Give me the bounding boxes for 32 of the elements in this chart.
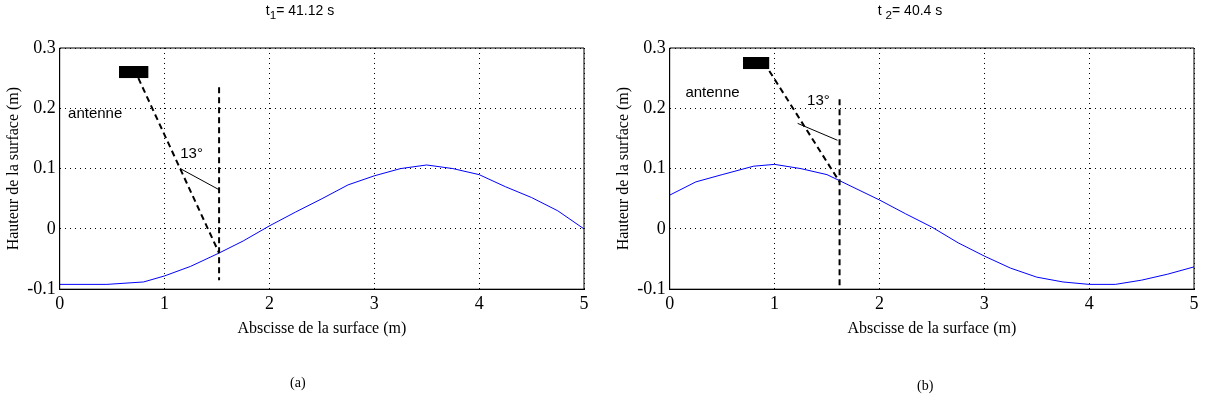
y-tick-label: 0 [656, 217, 666, 238]
y-tick-label: 0.3 [33, 36, 56, 57]
x-tick-label: 5 [1189, 292, 1199, 313]
y-tick-label: 0.1 [33, 157, 56, 178]
annotation: 13° [180, 143, 203, 161]
y-tick-label: -0.1 [637, 277, 666, 298]
x-tick-label: 2 [264, 292, 274, 313]
x-tick-label: 5 [579, 292, 589, 313]
x-tick-label: 3 [369, 292, 379, 313]
y-tick-label: 0 [46, 217, 56, 238]
y-tick-label: 0.1 [643, 157, 666, 178]
annotation: antenne [685, 83, 740, 101]
x-tick-label: 1 [160, 292, 170, 313]
x-tick-label: 1 [770, 292, 780, 313]
x-axis-title: Abscisse de la surface (m) [237, 318, 407, 337]
x-tick-label: 4 [474, 292, 484, 313]
x-axis-title: Abscisse de la surface (m) [847, 318, 1017, 337]
text: (a) [290, 375, 306, 391]
y-tick-label: 0.2 [643, 97, 666, 118]
annotation: antenne [68, 104, 123, 122]
annotation: 13° [807, 91, 830, 109]
y-axis-title: Hauteur de la surface (m) [613, 86, 632, 251]
y-tick-label: 0.3 [643, 36, 666, 57]
x-tick-label: 3 [979, 292, 989, 313]
x-tick-label: 4 [1084, 292, 1094, 313]
chart-title: t $_{2}$= 40.4 s [876, 2, 944, 21]
y-tick-label: -0.1 [27, 277, 56, 298]
y-axis-title: Hauteur de la surface (m) [3, 86, 22, 251]
x-tick-label: 2 [874, 292, 884, 313]
chart-title: t$_{1}$= 41.12 s [264, 2, 336, 21]
y-tick-label: 0.2 [33, 97, 56, 118]
text: (b) [917, 378, 934, 394]
